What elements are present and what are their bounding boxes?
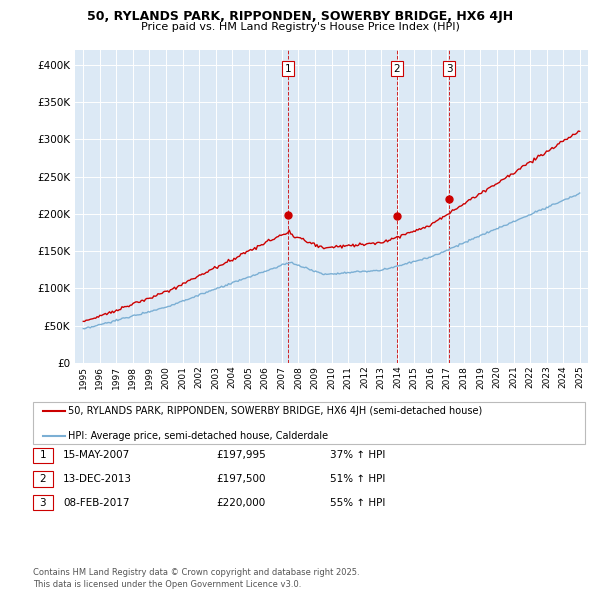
Point [444, 194, 454, 204]
Text: 1: 1 [284, 64, 291, 74]
Text: 50, RYLANDS PARK, RIPPONDEN, SOWERBY BRIDGE, HX6 4JH: 50, RYLANDS PARK, RIPPONDEN, SOWERBY BRI… [87, 10, 513, 23]
Text: 3: 3 [40, 498, 46, 507]
Text: 37% ↑ HPI: 37% ↑ HPI [330, 451, 385, 460]
Text: 13-DEC-2013: 13-DEC-2013 [63, 474, 132, 484]
Text: 55% ↑ HPI: 55% ↑ HPI [330, 498, 385, 507]
Text: Contains HM Land Registry data © Crown copyright and database right 2025.
This d: Contains HM Land Registry data © Crown c… [33, 568, 359, 589]
Point [392, 211, 401, 221]
Text: 50, RYLANDS PARK, RIPPONDEN, SOWERBY BRIDGE, HX6 4JH (semi-detached house): 50, RYLANDS PARK, RIPPONDEN, SOWERBY BRI… [68, 407, 482, 416]
Text: £197,995: £197,995 [216, 451, 266, 460]
Text: Price paid vs. HM Land Registry's House Price Index (HPI): Price paid vs. HM Land Registry's House … [140, 22, 460, 32]
Text: 2: 2 [394, 64, 400, 74]
Text: 1: 1 [40, 451, 46, 460]
Text: 15-MAY-2007: 15-MAY-2007 [63, 451, 130, 460]
Text: 08-FEB-2017: 08-FEB-2017 [63, 498, 130, 507]
Text: 3: 3 [446, 64, 452, 74]
Text: £197,500: £197,500 [216, 474, 265, 484]
Text: 51% ↑ HPI: 51% ↑ HPI [330, 474, 385, 484]
Point [283, 211, 293, 220]
Text: 2: 2 [40, 474, 46, 484]
Text: HPI: Average price, semi-detached house, Calderdale: HPI: Average price, semi-detached house,… [68, 431, 328, 441]
Text: £220,000: £220,000 [216, 498, 265, 507]
